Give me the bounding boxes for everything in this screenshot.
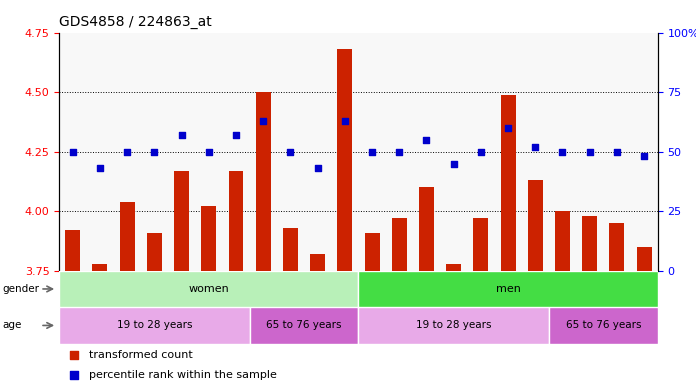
Bar <box>365 233 379 271</box>
Point <box>611 149 622 155</box>
Point <box>421 137 432 143</box>
Bar <box>637 247 651 271</box>
Text: gender: gender <box>2 284 39 294</box>
Bar <box>419 187 434 271</box>
Bar <box>555 211 570 271</box>
Text: transformed count: transformed count <box>89 350 193 360</box>
Point <box>312 165 323 171</box>
Point <box>339 118 350 124</box>
Point <box>258 118 269 124</box>
Bar <box>446 263 461 271</box>
Bar <box>283 228 298 271</box>
Text: women: women <box>189 284 229 294</box>
Text: 65 to 76 years: 65 to 76 years <box>566 320 641 331</box>
Point <box>557 149 568 155</box>
Point <box>638 153 649 159</box>
Bar <box>65 230 80 271</box>
Bar <box>528 180 543 271</box>
Bar <box>310 254 325 271</box>
Bar <box>338 49 352 271</box>
Text: percentile rank within the sample: percentile rank within the sample <box>89 370 277 380</box>
Bar <box>358 271 658 307</box>
Point <box>68 149 79 155</box>
Bar <box>174 171 189 271</box>
Point <box>230 132 242 138</box>
Bar <box>610 223 624 271</box>
Point <box>394 149 405 155</box>
Bar <box>549 307 658 344</box>
Bar <box>583 216 597 271</box>
Point <box>95 165 106 171</box>
Bar <box>473 218 489 271</box>
Point <box>367 149 378 155</box>
Text: 65 to 76 years: 65 to 76 years <box>267 320 342 331</box>
Bar <box>358 307 549 344</box>
Text: men: men <box>496 284 521 294</box>
Point <box>584 149 595 155</box>
Point <box>530 144 541 150</box>
Point <box>489 97 500 103</box>
Point <box>448 161 459 167</box>
Point <box>489 280 500 286</box>
Bar <box>392 218 406 271</box>
Point <box>122 149 133 155</box>
Text: 19 to 28 years: 19 to 28 years <box>117 320 192 331</box>
Point <box>475 149 487 155</box>
Point <box>149 149 160 155</box>
Point <box>503 125 514 131</box>
Point <box>203 149 214 155</box>
Bar <box>59 307 250 344</box>
Bar <box>59 271 358 307</box>
Bar <box>120 202 134 271</box>
Text: GDS4858 / 224863_at: GDS4858 / 224863_at <box>59 15 212 29</box>
Bar <box>228 171 244 271</box>
Text: 19 to 28 years: 19 to 28 years <box>416 320 491 331</box>
Text: age: age <box>2 320 22 331</box>
Bar <box>147 233 162 271</box>
Bar <box>93 263 107 271</box>
Bar <box>255 92 271 271</box>
Bar <box>201 207 216 271</box>
Point <box>176 132 187 138</box>
Bar <box>500 94 516 271</box>
Point <box>285 149 296 155</box>
Bar <box>250 307 358 344</box>
